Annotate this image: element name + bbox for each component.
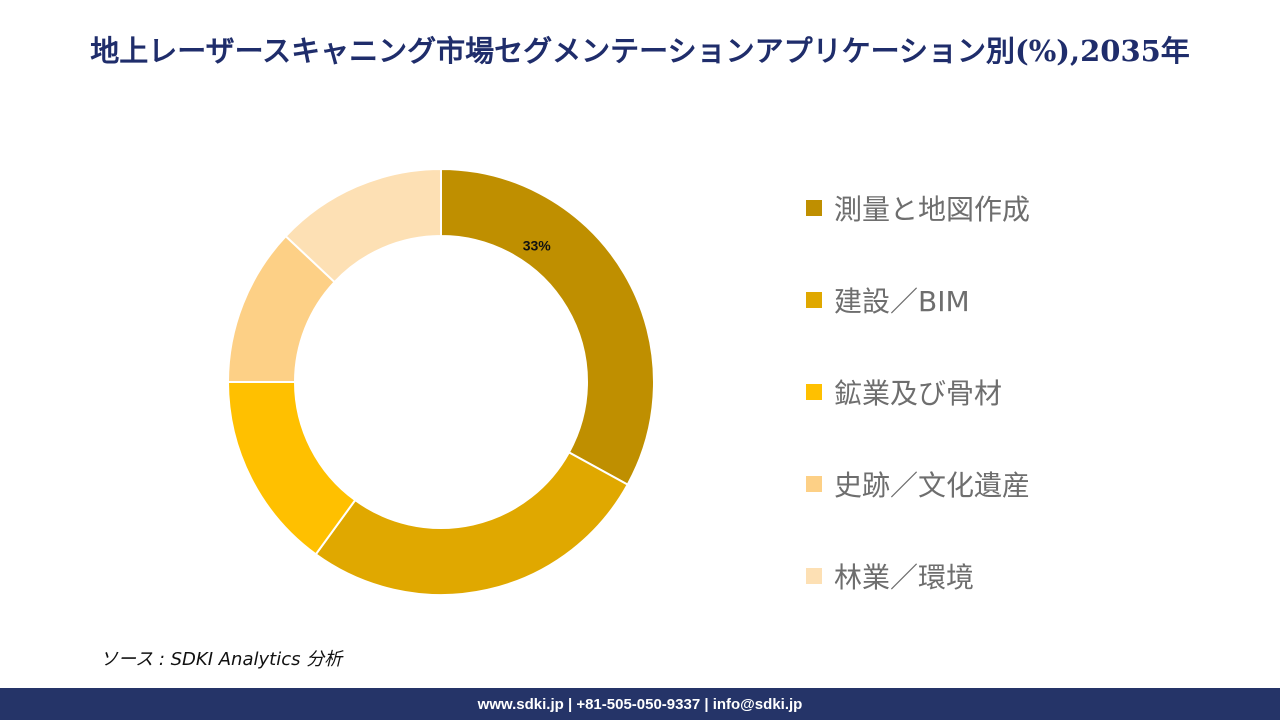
- legend-swatch-4: [806, 476, 822, 492]
- footer-bar: www.sdki.jp | +81-505-050-9337 | info@sd…: [0, 688, 1280, 720]
- legend-item-2: 建設／BIM: [806, 274, 1246, 326]
- chart-legend: 測量と地図作成 建設／BIM 鉱業及び骨材 史跡／文化遺産 林業／環境: [806, 182, 1246, 642]
- legend-item-4: 史跡／文化遺産: [806, 458, 1246, 510]
- legend-item-5: 林業／環境: [806, 550, 1246, 602]
- legend-label-4: 史跡／文化遺産: [834, 469, 1031, 502]
- chart-title: 地上レーザースキャニング市場セグメンテーションアプリケーション別(%),2035…: [90, 34, 1190, 68]
- donut-slices: [226, 167, 655, 596]
- legend-swatch-2: [806, 292, 822, 308]
- legend-swatch-5: [806, 568, 822, 584]
- legend-label-1: 測量と地図作成: [834, 193, 1031, 226]
- legend-swatch-3: [806, 384, 822, 400]
- legend-item-1: 測量と地図作成: [806, 182, 1246, 234]
- donut-slice-5: [284, 167, 442, 284]
- donut-chart: 33%: [226, 167, 655, 596]
- legend-swatch-1: [806, 200, 822, 216]
- source-note: ソース : SDKI Analytics 分析: [100, 649, 343, 670]
- donut-slice-2: [314, 450, 630, 596]
- donut-data-labels: 33%: [523, 238, 552, 254]
- legend-label-2: 建設／BIM: [834, 285, 970, 318]
- legend-label-5: 林業／環境: [834, 561, 975, 594]
- data-label-1: 33%: [523, 238, 552, 254]
- legend-label-3: 鉱業及び骨材: [834, 377, 1003, 410]
- footer-contact: www.sdki.jp | +81-505-050-9337 | info@sd…: [477, 695, 803, 713]
- donut-slice-1: [440, 167, 655, 486]
- legend-item-3: 鉱業及び骨材: [806, 366, 1246, 418]
